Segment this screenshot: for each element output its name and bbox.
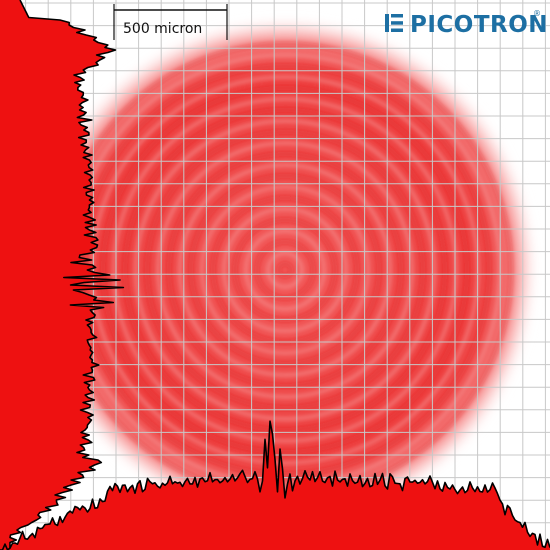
horizontal-intensity-profile (0, 420, 550, 550)
logo-wordmark: PICOTRONIC (410, 12, 550, 38)
registered-mark: ® (533, 9, 541, 18)
scale-bar: 500 micron (113, 4, 228, 40)
picotronic-logo-icon (385, 14, 403, 32)
picotronic-logo: PICOTRONIC ® (385, 9, 550, 38)
laser-beam-spot (35, 20, 535, 520)
scale-bar-label: 500 micron (123, 21, 202, 37)
vertical-intensity-profile (0, 0, 125, 550)
